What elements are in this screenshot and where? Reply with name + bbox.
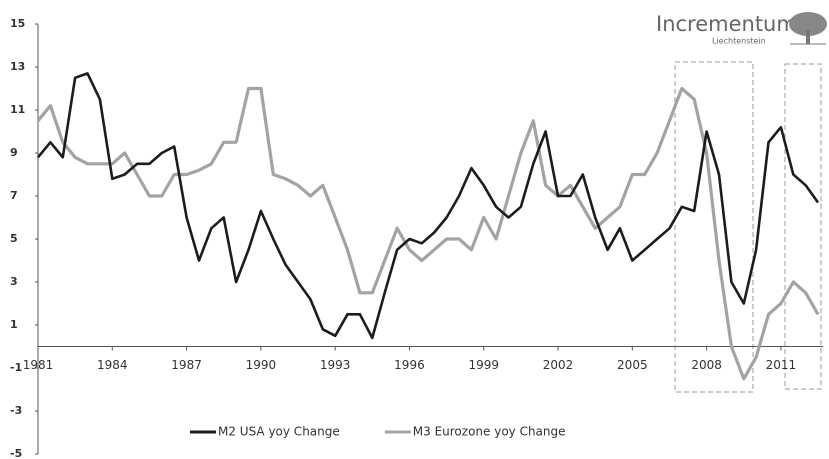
y-tick-label: -5 bbox=[10, 447, 22, 459]
x-tick-label: 1990 bbox=[246, 358, 277, 372]
series-line bbox=[36, 72, 820, 340]
legend-label: M3 Eurozone yoy Change bbox=[413, 425, 566, 439]
logo-tree bbox=[789, 12, 827, 36]
x-tick-label: 1981 bbox=[23, 358, 54, 372]
x-tick-label: 1984 bbox=[97, 358, 128, 372]
logo-name: Incrementum bbox=[656, 12, 797, 36]
y-tick-label: 7 bbox=[10, 189, 18, 202]
x-tick-label: 1999 bbox=[468, 358, 499, 372]
logo: Incrementum Liechtenstein bbox=[656, 12, 827, 46]
y-tick-label: -3 bbox=[10, 404, 22, 417]
y-tick-label: 3 bbox=[10, 275, 18, 288]
x-tick-label: 1987 bbox=[171, 358, 202, 372]
logo-subtitle: Liechtenstein bbox=[712, 37, 766, 46]
y-tick-label: 5 bbox=[10, 232, 18, 245]
x-tick-label: 1993 bbox=[320, 358, 351, 372]
y-tick-label: -1 bbox=[10, 361, 22, 374]
y-tick-label: 15 bbox=[10, 17, 25, 30]
series-line bbox=[36, 86, 820, 381]
x-tick-label: 2002 bbox=[543, 358, 574, 372]
x-tick-label: 1996 bbox=[394, 358, 425, 372]
x-tick-label: 2008 bbox=[691, 358, 722, 372]
highlight-box bbox=[784, 63, 822, 390]
y-tick-label: 9 bbox=[10, 146, 18, 159]
y-tick-label: 11 bbox=[10, 103, 25, 116]
x-tick-label: 2005 bbox=[617, 358, 648, 372]
y-tick-label: 1 bbox=[10, 318, 18, 331]
legend-label: M2 USA yoy Change bbox=[218, 425, 340, 439]
x-tick-label: 2011 bbox=[766, 358, 797, 372]
y-tick-label: 13 bbox=[10, 60, 25, 73]
highlight-box bbox=[674, 61, 754, 393]
logo-trunk bbox=[806, 30, 810, 44]
